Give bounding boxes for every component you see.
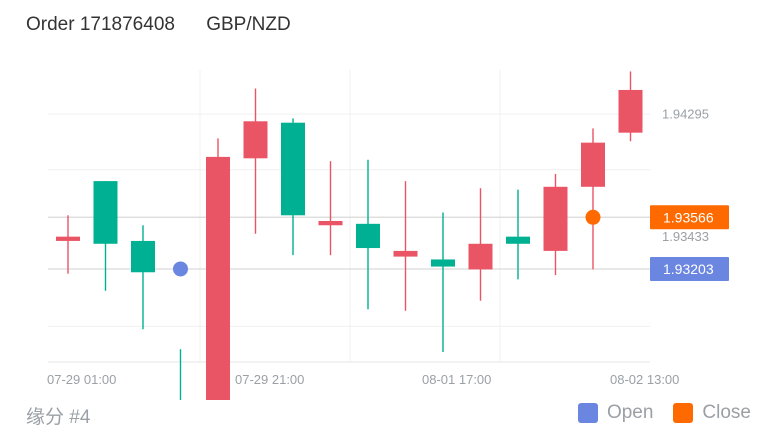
open-marker — [173, 261, 188, 277]
candle-body — [506, 236, 530, 244]
legend-close-label: Close — [702, 402, 751, 423]
candle-body — [468, 243, 493, 270]
close-price-tag — [650, 205, 729, 230]
x-tick-label: 07-29 01:00 — [47, 372, 116, 387]
y-tick-label: 1.94295 — [662, 106, 709, 121]
legend: Open Close — [558, 402, 751, 424]
candle-body — [243, 121, 268, 159]
candle-body — [543, 186, 568, 251]
open-price-label: 1.93203 — [663, 261, 714, 277]
order-label: Order 171876408 — [26, 14, 175, 35]
legend-item-close[interactable]: Close — [673, 402, 751, 424]
chart-header: Order 171876408 GBP/NZD — [26, 14, 291, 36]
close-marker — [585, 209, 601, 225]
candle-body — [206, 156, 230, 400]
x-tick-label: 08-01 17:00 — [422, 372, 491, 387]
candle-body — [581, 142, 605, 187]
candle-body — [131, 240, 155, 273]
close-price-label: 1.93566 — [663, 209, 714, 225]
account-label: 缘分 #4 — [26, 407, 91, 428]
legend-item-open[interactable]: Open — [577, 402, 654, 424]
candle-body — [393, 250, 418, 257]
x-tick-label: 07-29 21:00 — [235, 372, 304, 387]
legend-open-label: Open — [606, 402, 654, 423]
candlestick-chart: 1.94295 1.93433 07-29 01:00 07-29 21:00 08-0… — [47, 70, 729, 400]
x-tick-label: 08-02 13:00 — [610, 372, 679, 387]
candle-body — [356, 223, 380, 249]
candle-body — [318, 220, 343, 226]
candle-body — [618, 89, 643, 133]
candle-body — [431, 259, 455, 267]
candle-body — [93, 181, 118, 244]
open-price-tag — [650, 256, 729, 281]
candle-body — [281, 122, 305, 216]
currency-pair: GBP/NZD — [206, 14, 291, 35]
y-tick-label: 1.93433 — [662, 229, 709, 244]
open-swatch — [577, 403, 598, 423]
candle-body — [56, 236, 80, 241]
close-swatch — [673, 403, 694, 423]
